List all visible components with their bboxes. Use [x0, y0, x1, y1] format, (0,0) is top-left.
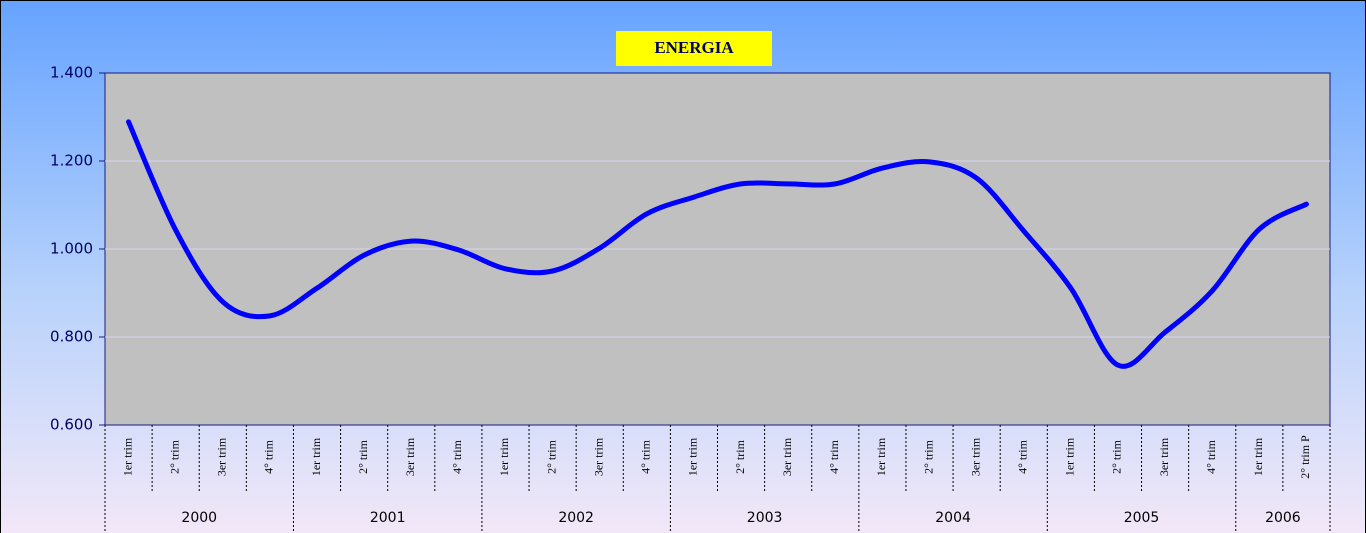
- x-tick-label: 4° trim: [827, 439, 841, 473]
- x-tick-label: 3er trim: [780, 437, 794, 476]
- y-tick-label: 1.200: [50, 152, 93, 170]
- x-tick-label: 1er trim: [874, 437, 888, 476]
- x-tick-label: 1er trim: [686, 437, 700, 476]
- title-box: [616, 31, 772, 66]
- group-label: 2005: [1124, 510, 1160, 526]
- x-tick-label: 1er trim: [309, 437, 323, 476]
- x-tick-label: 3er trim: [215, 437, 229, 476]
- y-tick-label: 1.400: [50, 64, 93, 82]
- y-tick-label: 1.000: [50, 240, 93, 258]
- x-tick-label: 2° trim: [544, 439, 558, 473]
- x-tick-label: 2° trim: [921, 439, 935, 473]
- x-tick-label: 3er trim: [968, 437, 982, 476]
- x-tick-label: 1er trim: [1251, 437, 1265, 476]
- x-tick-label: 1er trim: [497, 437, 511, 476]
- x-tick-label: 4° trim: [1204, 439, 1218, 473]
- x-tick-label: 3er trim: [591, 437, 605, 476]
- y-tick-label: 0.600: [50, 416, 93, 434]
- x-tick-label: 2° trim: [167, 439, 181, 473]
- chart-title: ENERGIA: [654, 38, 734, 57]
- x-tick-label: 2° trim: [356, 439, 370, 473]
- x-tick-label: 4° trim: [1016, 439, 1030, 473]
- x-tick-label: 3er trim: [1157, 437, 1171, 476]
- x-tick-label: 2° trim P: [1298, 435, 1312, 479]
- x-tick-label: 1er trim: [120, 437, 134, 476]
- data-line: [126, 119, 1309, 369]
- group-label: 2000: [181, 510, 217, 526]
- x-tick-label: 4° trim: [262, 439, 276, 473]
- x-tick-label: 2° trim: [733, 439, 747, 473]
- x-tick-label: 2° trim: [1110, 439, 1124, 473]
- group-label: 2003: [747, 510, 783, 526]
- group-label: 2004: [935, 510, 971, 526]
- group-label: 2002: [558, 510, 594, 526]
- y-tick-label: 0.800: [50, 328, 93, 346]
- x-tick-label: 3er trim: [403, 437, 417, 476]
- group-label: 2001: [370, 510, 406, 526]
- x-tick-label: 1er trim: [1063, 437, 1077, 476]
- x-tick-label: 4° trim: [639, 439, 653, 473]
- x-tick-label: 4° trim: [450, 439, 464, 473]
- group-label: 2006: [1265, 510, 1301, 526]
